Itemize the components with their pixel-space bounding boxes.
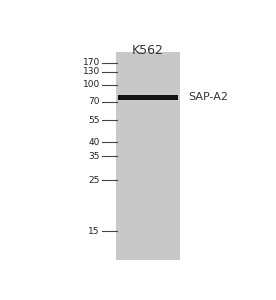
Text: K562: K562: [132, 44, 164, 57]
Text: 15: 15: [88, 227, 100, 236]
Text: 55: 55: [88, 116, 100, 125]
Text: SAP-A2: SAP-A2: [189, 92, 229, 102]
Bar: [118, 95, 178, 100]
Text: 130: 130: [83, 67, 100, 76]
Bar: [116, 52, 180, 260]
Text: 40: 40: [88, 138, 100, 147]
Text: 100: 100: [83, 80, 100, 89]
Text: 25: 25: [88, 176, 100, 185]
Text: 35: 35: [88, 152, 100, 160]
Text: 70: 70: [88, 97, 100, 106]
Text: 170: 170: [83, 58, 100, 67]
